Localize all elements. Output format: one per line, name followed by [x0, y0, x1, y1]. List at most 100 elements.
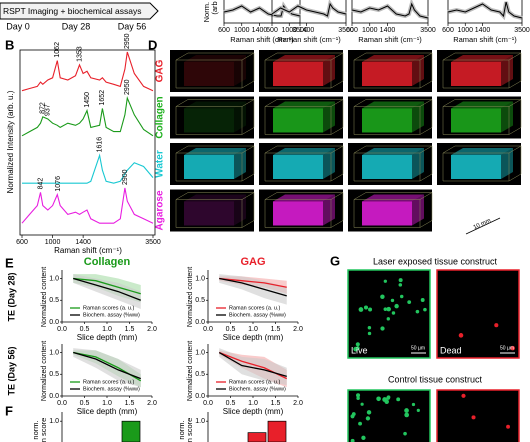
cell	[386, 396, 391, 400]
bar	[267, 420, 287, 442]
volume-side	[412, 101, 424, 133]
volume-front	[184, 155, 234, 179]
legend-label: Biochem. assay (%ww)	[83, 312, 140, 318]
x-tick-label: 0.0	[57, 326, 67, 333]
volume-front	[451, 62, 501, 86]
column-title: GAG	[240, 256, 265, 268]
x-axis-label: Slice depth (mm)	[223, 407, 284, 416]
cell	[494, 323, 499, 328]
peak-label: 2950	[124, 33, 131, 49]
row-label: TE (Day 56)	[6, 346, 16, 395]
cell	[356, 396, 360, 400]
cell	[368, 307, 373, 312]
volume-wireframe	[442, 99, 522, 135]
volume-wireframe	[175, 52, 255, 89]
content-line	[219, 277, 287, 297]
x-tick-label: 1.0	[248, 326, 258, 333]
x-tick-label: 3500	[145, 239, 161, 246]
volume-front	[362, 62, 412, 86]
cell	[363, 305, 369, 310]
y-tick-label: 0.0	[195, 319, 205, 326]
y-axis-label: n score	[185, 418, 194, 442]
cell	[386, 306, 391, 312]
cell	[358, 421, 363, 426]
cell	[365, 416, 371, 421]
y-axis-label: (arb	[210, 1, 219, 14]
volume-front	[273, 201, 323, 226]
x-tick-label: 1400	[299, 27, 315, 34]
x-axis-label: Raman shift (cm⁻¹)	[230, 35, 294, 44]
legend-label: Biochem. assay (%ww)	[229, 312, 286, 318]
volume-front	[362, 201, 412, 226]
volume-side	[323, 148, 335, 179]
spectrum-line	[351, 2, 429, 19]
cell	[376, 396, 381, 402]
volume-wireframe	[264, 192, 344, 228]
bar	[247, 432, 267, 442]
y-axis-label: Normalized Intensity (arb. u.)	[6, 90, 15, 193]
x-tick-label: 0.5	[226, 326, 236, 333]
cell	[390, 298, 395, 303]
volume-front	[184, 108, 234, 133]
volume-image	[170, 96, 254, 139]
panel-label: G	[330, 253, 340, 268]
cell	[458, 333, 464, 338]
cell	[380, 294, 385, 299]
x-tick-label: 600	[442, 27, 454, 34]
x-tick-label: 600	[16, 239, 28, 246]
group-title: Laser exposed tissue construct	[373, 256, 498, 266]
y-tick-label: 0.5	[195, 297, 205, 304]
cell	[416, 408, 420, 413]
plot-frame	[271, 0, 347, 24]
row-label: GAG	[155, 59, 166, 82]
volume-side	[234, 194, 246, 226]
bar	[121, 420, 141, 442]
y-tick-label: 1.0	[195, 418, 205, 425]
y-tick-label: 1.0	[49, 275, 59, 282]
volume-wireframe	[442, 145, 522, 182]
day-label: Day 56	[118, 21, 147, 31]
cell	[399, 294, 404, 299]
y-axis-label: Norm. In	[202, 0, 211, 22]
x-tick-label: 1400	[75, 239, 91, 246]
cell	[404, 408, 409, 413]
peak-label: 2950	[124, 79, 131, 95]
cell	[383, 307, 388, 311]
cell	[396, 397, 401, 402]
timeline-label: RSPT Imaging + biochemical assays	[3, 6, 142, 16]
cell	[356, 393, 361, 398]
y-tick-label: 1.0	[49, 418, 59, 425]
volume-front	[451, 155, 501, 179]
volume-front	[451, 108, 501, 133]
x-axis-label: Slice depth (mm)	[223, 333, 284, 342]
x-tick-label: 1.0	[248, 400, 258, 407]
volume-image	[170, 189, 254, 232]
legend-label: Raman scores (a. u.)	[83, 305, 135, 311]
cell	[510, 345, 515, 351]
cell	[383, 279, 387, 283]
scale-label: 50 µm	[500, 345, 514, 351]
cell	[360, 402, 364, 406]
y-tick-label: 0.0	[49, 393, 59, 400]
y-axis-label: Normalized content	[41, 267, 48, 327]
y-tick-label: 0.0	[195, 393, 205, 400]
y-tick-label: 0.5	[49, 371, 59, 378]
volume-wireframe	[442, 52, 522, 89]
legend-label: Raman scores (a. u.)	[229, 379, 281, 385]
x-tick-label: 1000	[281, 27, 297, 34]
x-tick-label: 2.0	[293, 400, 303, 407]
panel-label: D	[148, 37, 157, 52]
x-tick-label: 0.0	[57, 400, 67, 407]
spectrum-line	[447, 1, 523, 19]
content-line	[73, 277, 141, 301]
content-line	[219, 277, 287, 288]
cell	[411, 402, 416, 407]
y-tick-label: 1.0	[195, 275, 205, 282]
spectrum-line	[21, 187, 154, 224]
x-tick-label: 1000	[362, 27, 378, 34]
legend-label: Raman scores (a. u.)	[229, 305, 281, 311]
volume-wireframe	[353, 192, 433, 228]
dead-image	[436, 389, 520, 442]
y-tick-label: 1.0	[49, 349, 59, 356]
